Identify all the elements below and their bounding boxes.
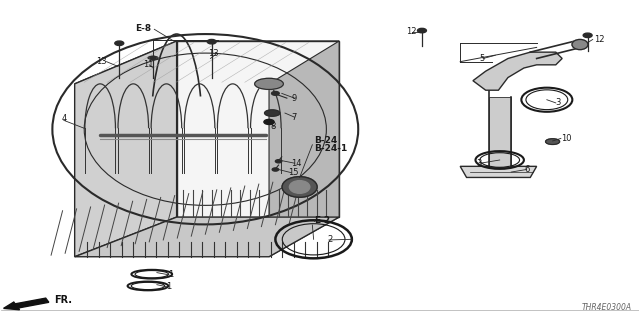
Text: 15: 15 <box>288 168 299 177</box>
Text: 2: 2 <box>328 236 333 244</box>
Polygon shape <box>489 97 511 167</box>
FancyArrow shape <box>4 298 49 310</box>
Ellipse shape <box>255 78 284 89</box>
Text: 1: 1 <box>166 282 171 292</box>
Ellipse shape <box>289 180 310 193</box>
Circle shape <box>272 168 278 171</box>
Polygon shape <box>269 41 339 257</box>
Text: 14: 14 <box>291 159 302 168</box>
Text: E-8: E-8 <box>135 24 151 33</box>
Circle shape <box>115 41 124 45</box>
Text: 10: 10 <box>561 134 572 143</box>
Text: 6: 6 <box>524 165 529 174</box>
Circle shape <box>583 33 592 37</box>
Circle shape <box>275 160 282 163</box>
Polygon shape <box>473 52 562 90</box>
Circle shape <box>150 56 156 60</box>
Text: B-24-1: B-24-1 <box>314 144 347 153</box>
Circle shape <box>271 92 279 95</box>
Text: E-2: E-2 <box>314 216 330 225</box>
Ellipse shape <box>264 110 280 116</box>
Ellipse shape <box>282 177 317 197</box>
Text: 7: 7 <box>291 113 297 122</box>
Polygon shape <box>75 217 339 257</box>
Text: 11: 11 <box>143 60 154 69</box>
Text: 1: 1 <box>168 270 173 279</box>
Polygon shape <box>460 166 537 178</box>
Circle shape <box>207 39 216 44</box>
Circle shape <box>417 28 426 33</box>
Text: 3: 3 <box>556 99 561 108</box>
Polygon shape <box>75 41 177 257</box>
Text: 13: 13 <box>96 57 106 66</box>
Ellipse shape <box>545 139 559 144</box>
Text: 9: 9 <box>291 94 296 103</box>
Text: 12: 12 <box>594 35 605 44</box>
Text: 4: 4 <box>62 114 67 123</box>
Polygon shape <box>75 41 339 84</box>
Text: 12: 12 <box>406 27 417 36</box>
Text: FR.: FR. <box>54 295 72 305</box>
Ellipse shape <box>572 39 588 50</box>
Polygon shape <box>177 41 339 217</box>
Text: 3: 3 <box>476 159 481 168</box>
Text: 13: 13 <box>209 49 219 58</box>
Text: B-24: B-24 <box>314 136 337 146</box>
Text: 5: 5 <box>479 54 484 63</box>
Circle shape <box>264 119 274 124</box>
Text: 8: 8 <box>270 122 276 131</box>
Text: THR4E0300A: THR4E0300A <box>582 303 632 312</box>
